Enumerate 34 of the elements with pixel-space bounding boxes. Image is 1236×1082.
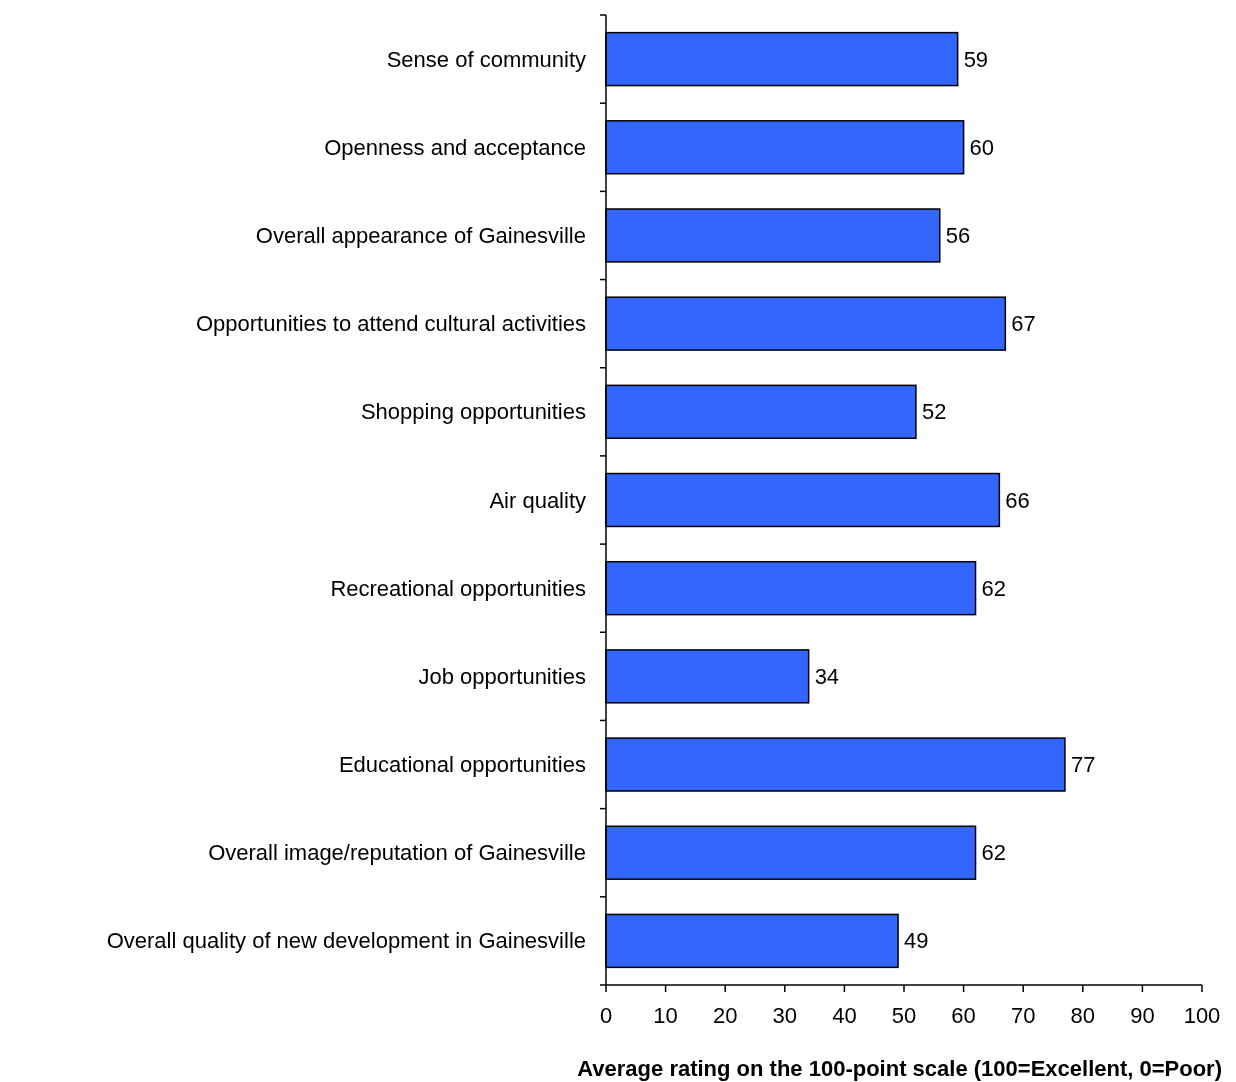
data-label: 52 [921, 399, 947, 425]
x-tick-label: 70 [1010, 1003, 1036, 1028]
x-tick-label: 40 [832, 1003, 857, 1028]
x-tick-label: 80 [1070, 1003, 1096, 1028]
y-tick-label: Overall quality of new development in Gainesville [106, 928, 586, 954]
data-label: 34 [814, 663, 840, 689]
x-axis-title: Average rating on the 100-point scale (100=Excellent, 0=Poor) [577, 1056, 1222, 1081]
y-tick-label: Openness and acceptance [324, 134, 586, 160]
y-tick-label: Job opportunities [418, 663, 586, 689]
data-label: 77 [1070, 752, 1096, 778]
data-label: 66 [1005, 487, 1030, 513]
x-tick-label: 100 [1183, 1003, 1221, 1028]
y-tick-label: Opportunities to attend cultural activities [195, 311, 586, 337]
x-tick-label: 20 [712, 1003, 738, 1028]
x-tick-label: 50 [891, 1003, 917, 1028]
data-label: 56 [945, 222, 971, 248]
y-tick-label: Overall appearance of Gainesville [255, 222, 586, 248]
data-label: 59 [963, 46, 989, 72]
data-label: 60 [969, 134, 995, 160]
y-tick-label: Sense of community [386, 46, 586, 72]
data-label: 62 [981, 840, 1006, 866]
y-tick-label: Air quality [489, 487, 586, 513]
y-tick-label: Overall image/reputation of Gainesville [208, 840, 586, 866]
x-tick-label: 90 [1130, 1003, 1155, 1028]
x-tick-label: 10 [653, 1003, 678, 1028]
y-tick-label: Recreational opportunities [330, 575, 586, 601]
data-label: 62 [981, 575, 1006, 601]
x-tick-label: 0 [599, 1003, 613, 1028]
data-label: 67 [1011, 311, 1036, 337]
data-label: 49 [904, 928, 929, 954]
y-tick-label: Educational opportunities [338, 752, 586, 778]
x-tick-label: 30 [772, 1003, 798, 1028]
y-tick-label: Shopping opportunities [360, 399, 586, 425]
x-tick-label: 60 [951, 1003, 976, 1028]
